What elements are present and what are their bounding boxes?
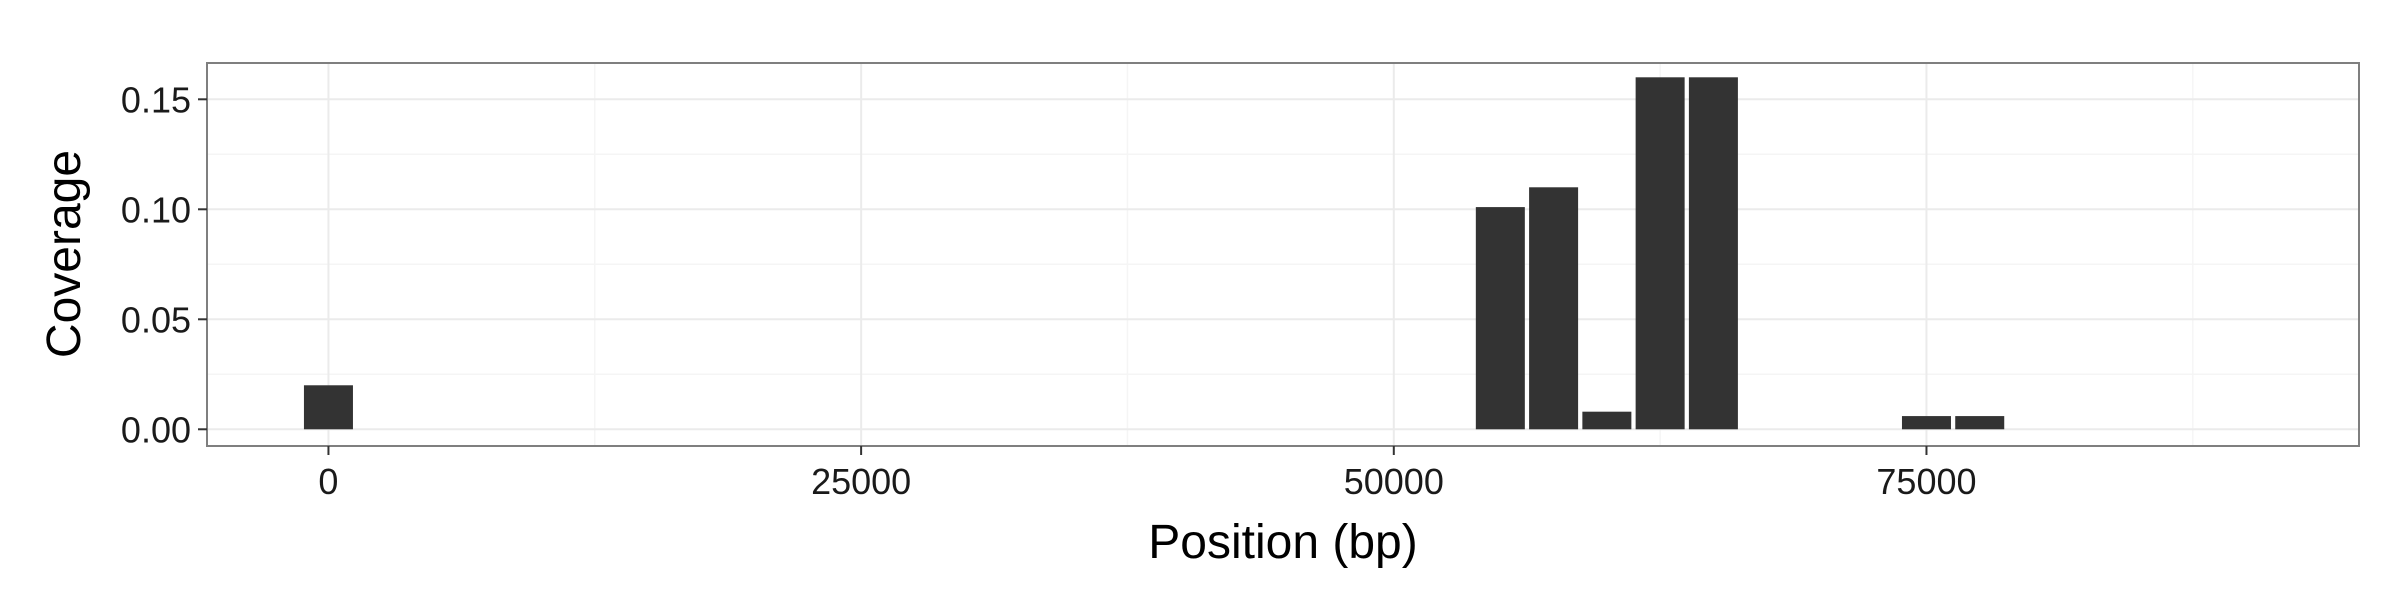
plot-panel-background: [207, 63, 2359, 446]
bar: [303, 385, 353, 430]
bar: [1635, 77, 1685, 430]
bar: [1901, 416, 1951, 430]
plot-panel-border: [206, 62, 2360, 447]
x-axis-title: Position (bp): [1148, 516, 1417, 569]
bar: [1688, 77, 1738, 430]
x-tick-label: 50000: [1344, 461, 1444, 502]
bar: [1582, 411, 1632, 430]
y-tick-label: 0.00: [121, 409, 191, 450]
bars: [303, 77, 2005, 430]
x-axis: 0 25000 50000 75000: [318, 446, 1977, 502]
y-tick-label: 0.15: [121, 79, 191, 120]
bar: [1475, 207, 1525, 430]
x-tick-label: 25000: [811, 461, 911, 502]
y-axis: 0.00 0.05 0.10 0.15: [121, 79, 207, 450]
y-tick-label: 0.05: [121, 299, 191, 340]
bar: [1529, 187, 1579, 430]
y-axis-title: Coverage: [38, 150, 91, 358]
y-tick-label: 0.10: [121, 189, 191, 230]
bar: [1955, 416, 2005, 430]
x-tick-label: 75000: [1876, 461, 1976, 502]
x-tick-label: 0: [318, 461, 338, 502]
